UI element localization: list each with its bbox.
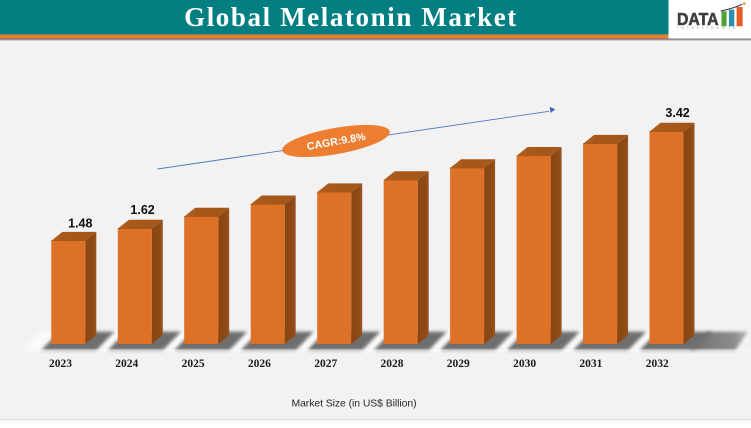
svg-text:2025: 2025 <box>182 358 205 370</box>
svg-text:3.42: 3.42 <box>665 106 689 120</box>
svg-text:2029: 2029 <box>447 358 470 370</box>
svg-text:2032: 2032 <box>646 358 669 370</box>
svg-text:1.48: 1.48 <box>68 217 92 231</box>
svg-text:INTELLIGENCE: INTELLIGENCE <box>677 25 738 30</box>
svg-text:2026: 2026 <box>248 358 271 370</box>
svg-text:2030: 2030 <box>513 358 536 370</box>
svg-text:2024: 2024 <box>115 358 138 370</box>
svg-text:2028: 2028 <box>381 358 404 370</box>
svg-text:2031: 2031 <box>579 358 602 370</box>
svg-text:Market Size (in US$ Billion): Market Size (in US$ Billion) <box>291 399 416 410</box>
svg-text:2023: 2023 <box>49 358 72 370</box>
svg-text:1.62: 1.62 <box>130 203 154 217</box>
svg-text:Global Melatonin Market: Global Melatonin Market <box>184 2 518 32</box>
svg-text:2027: 2027 <box>314 358 337 370</box>
